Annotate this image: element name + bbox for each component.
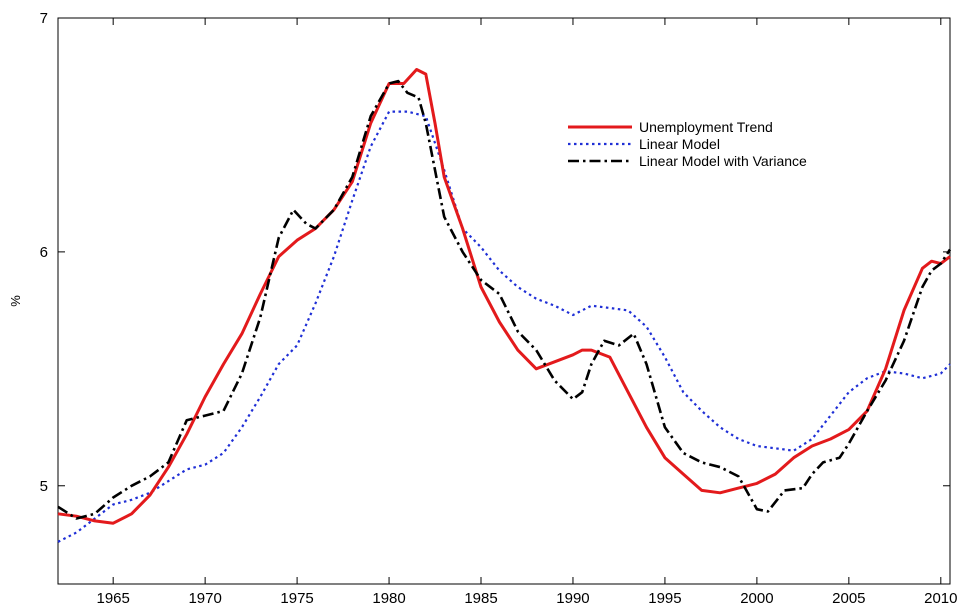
x-tick-label: 2000 xyxy=(740,590,773,607)
x-tick-label: 2005 xyxy=(832,590,865,607)
x-tick-label: 1965 xyxy=(96,590,129,607)
y-tick-label: 5 xyxy=(40,478,48,495)
x-tick-label: 1990 xyxy=(556,590,589,607)
legend-label: Linear Model with Variance xyxy=(639,153,807,169)
legend-label: Unemployment Trend xyxy=(639,119,773,135)
x-tick-label: 1985 xyxy=(464,590,497,607)
axis-ticks: 1965 1970 1975 1980 1985 1990 1995 2000 2005 2010… xyxy=(40,10,958,607)
y-axis-label: % xyxy=(8,295,23,307)
x-tick-label: 1980 xyxy=(372,590,405,607)
x-tick-label: 1970 xyxy=(188,590,221,607)
legend-label: Linear Model xyxy=(639,136,720,152)
x-tick-label: 1995 xyxy=(648,590,681,607)
x-tick-label: 2010 xyxy=(924,590,957,607)
x-tick-label: 1975 xyxy=(280,590,313,607)
y-tick-label: 6 xyxy=(40,244,48,261)
series-line-unemployment-trend xyxy=(57,68,951,525)
y-tick-label: 7 xyxy=(40,10,48,27)
series-lines xyxy=(57,68,952,543)
series-line-linear-model-with-variance xyxy=(57,79,952,520)
